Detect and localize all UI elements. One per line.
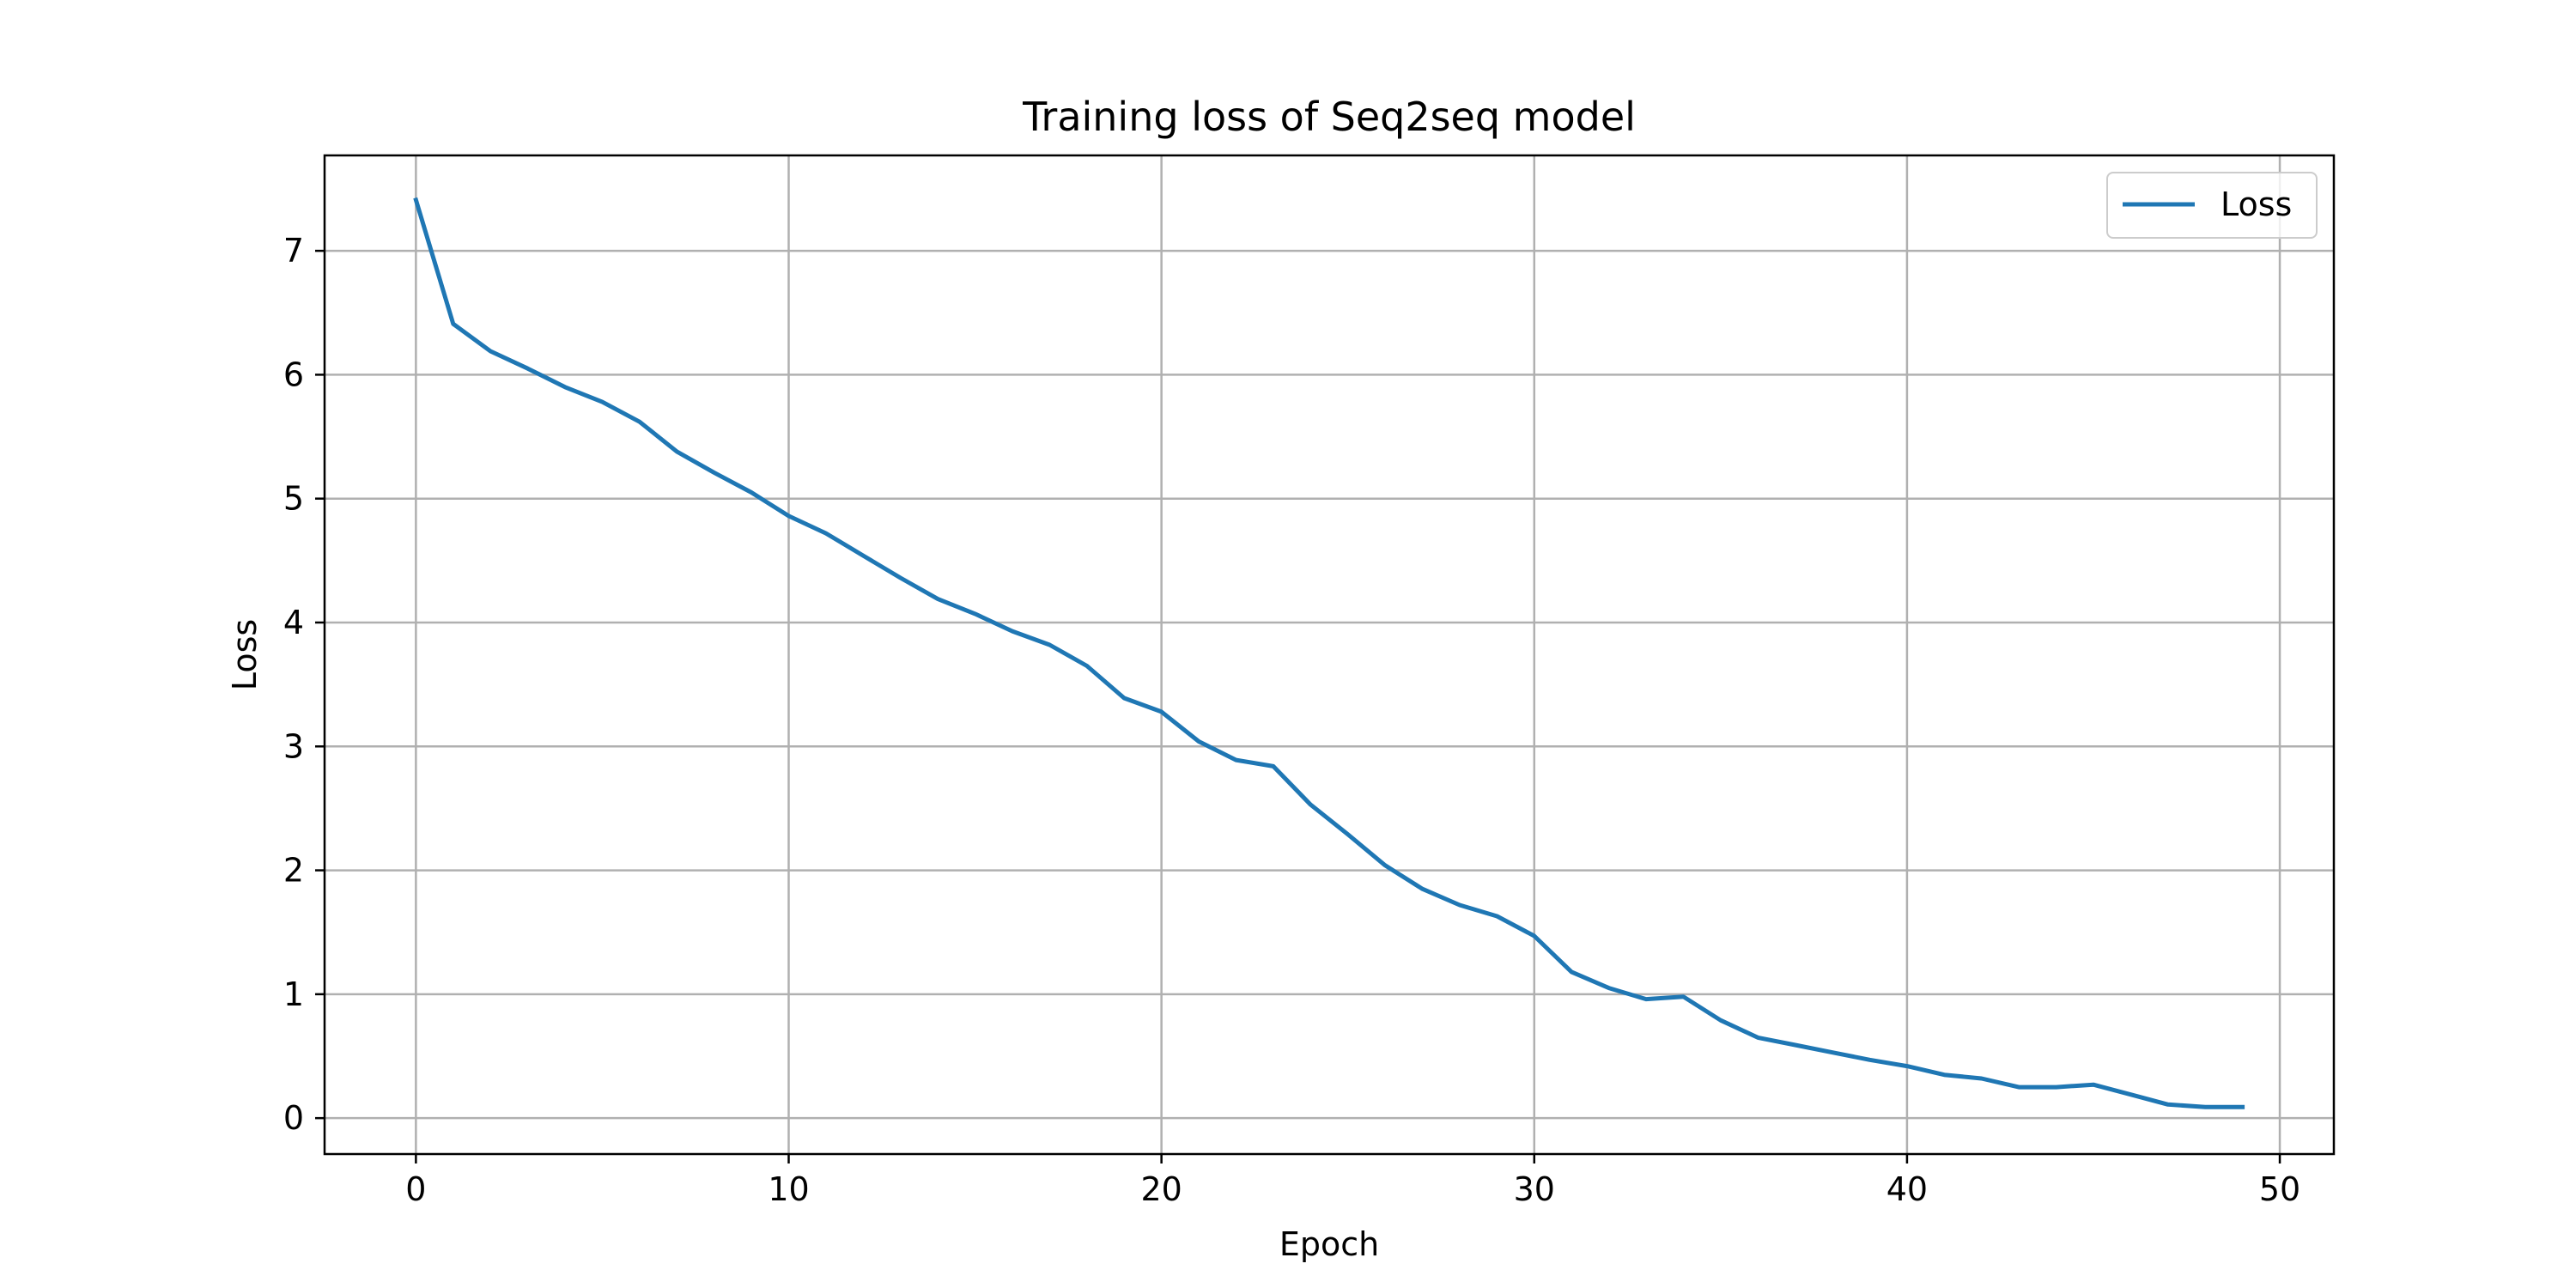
x-tick-label: 40	[1886, 1170, 1928, 1208]
grid-layer	[325, 155, 2334, 1154]
y-tick-label: 4	[283, 604, 304, 641]
x-axis-title: Epoch	[1279, 1225, 1379, 1263]
y-tick-label: 0	[283, 1099, 304, 1137]
x-tick-label: 20	[1140, 1170, 1182, 1208]
legend-box	[2106, 172, 2318, 239]
x-tick-label: 50	[2259, 1170, 2300, 1208]
y-tick-label: 6	[283, 355, 304, 393]
legend-label: Loss	[2221, 185, 2292, 223]
y-tick-label: 5	[283, 480, 304, 518]
y-tick-label: 7	[283, 232, 304, 270]
chart-title: Training loss of Seq2seq model	[1022, 94, 1636, 140]
y-tick-label: 3	[283, 727, 304, 765]
loss-line	[413, 197, 2245, 1109]
x-tick-label: 30	[1514, 1170, 1555, 1208]
series-layer	[413, 197, 2245, 1109]
y-tick-label: 1	[283, 975, 304, 1013]
plot-frame	[323, 154, 2336, 1156]
y-tick-label: 2	[283, 852, 304, 890]
x-tick-label: 0	[405, 1170, 426, 1208]
legend: Loss	[2106, 172, 2318, 239]
x-tick-label: 10	[768, 1170, 809, 1208]
y-axis-title: Loss	[226, 619, 264, 690]
ticks-layer: 0 10 20 30 40 50 0 1 2 3 4 5 6 7	[283, 232, 2300, 1208]
